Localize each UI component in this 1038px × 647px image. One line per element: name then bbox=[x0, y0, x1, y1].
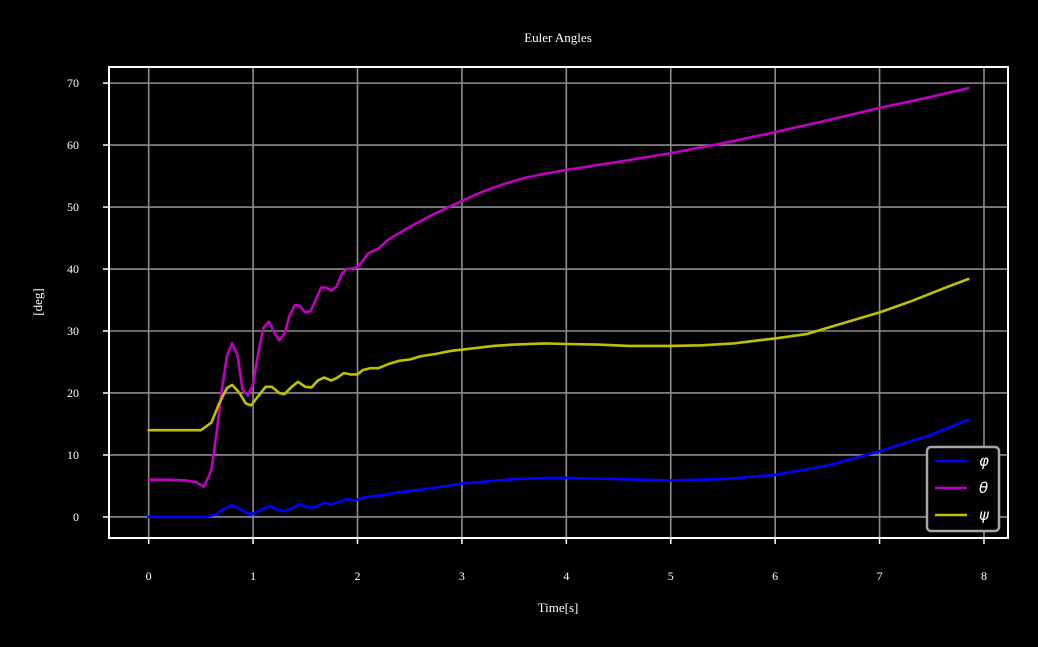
data-series bbox=[147, 86, 970, 519]
series-line-theta bbox=[147, 86, 970, 488]
plot-frame bbox=[108, 66, 1009, 539]
x-tick-label: 7 bbox=[877, 569, 883, 583]
x-tick-label: 6 bbox=[772, 569, 778, 583]
y-tick-label: 40 bbox=[67, 262, 79, 276]
y-tick-label: 30 bbox=[67, 324, 79, 338]
x-tick-label: 1 bbox=[250, 569, 256, 583]
x-tick-label: 8 bbox=[981, 569, 987, 583]
y-tick-label: 70 bbox=[67, 76, 79, 90]
legend-label-phi: φ bbox=[979, 452, 989, 470]
series-line-phi bbox=[147, 418, 970, 519]
y-tick-label: 50 bbox=[67, 200, 79, 214]
y-tick-label: 60 bbox=[67, 138, 79, 152]
legend-label-theta: θ bbox=[979, 479, 988, 497]
legend-label-psi: ψ bbox=[979, 506, 990, 524]
x-axis-label: Time[s] bbox=[538, 600, 579, 615]
axis-ticks: 0 1 2 3 4 5 6 7 8 0 10 20 30 40 50 60 70 bbox=[67, 76, 987, 583]
grid-lines bbox=[109, 67, 1008, 538]
y-tick-label: 20 bbox=[67, 386, 79, 400]
x-tick-label: 0 bbox=[146, 569, 152, 583]
y-tick-label: 10 bbox=[67, 448, 79, 462]
y-axis-label: [deg] bbox=[30, 288, 45, 315]
legend: φθψ bbox=[925, 445, 1001, 533]
x-tick-label: 5 bbox=[668, 569, 674, 583]
x-tick-label: 3 bbox=[459, 569, 465, 583]
chart-title: Euler Angles bbox=[524, 30, 592, 45]
x-tick-label: 4 bbox=[563, 569, 569, 583]
x-tick-label: 2 bbox=[355, 569, 361, 583]
series-line-psi bbox=[147, 277, 970, 432]
y-tick-label: 0 bbox=[73, 510, 79, 524]
